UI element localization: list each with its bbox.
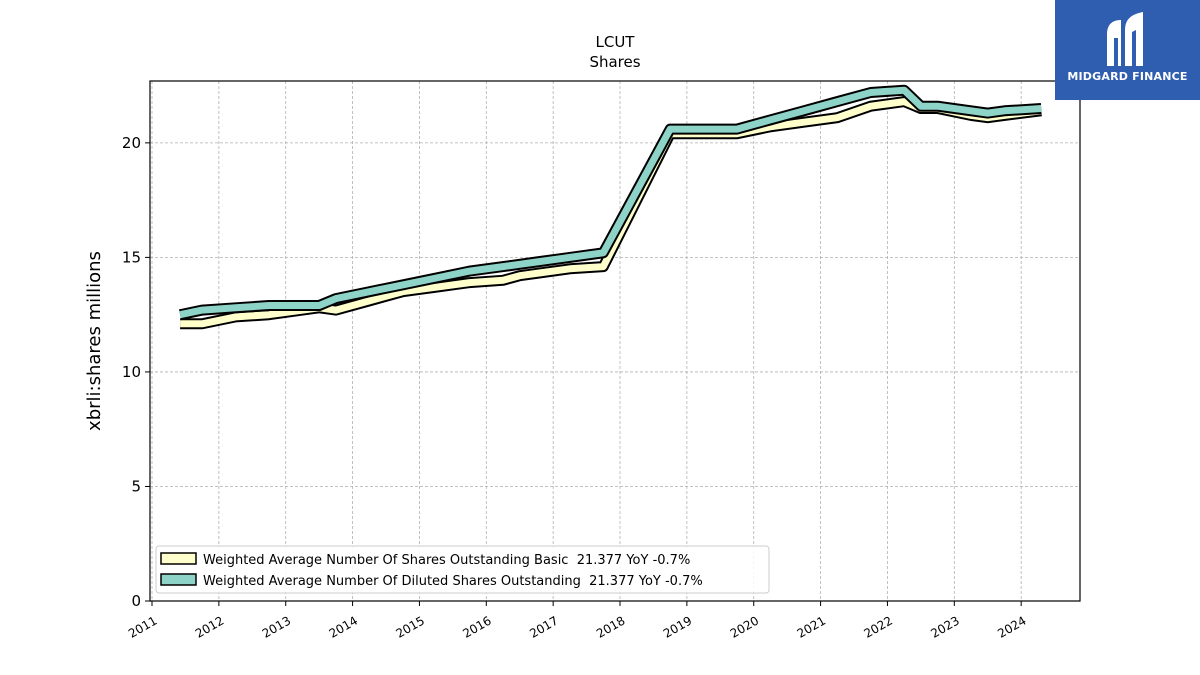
x-tick-label: 2019 xyxy=(661,613,694,640)
legend: Weighted Average Number Of Shares Outsta… xyxy=(155,545,770,594)
y-tick-label: 15 xyxy=(122,248,141,266)
series-layer xyxy=(178,84,1042,330)
chart-subtitle: Shares xyxy=(589,53,640,71)
series-1-line xyxy=(179,86,1042,319)
brand-logo: MIDGARD FINANCE xyxy=(1055,0,1200,100)
logo-text: MIDGARD FINANCE xyxy=(1067,70,1188,83)
legend-label-basic: Weighted Average Number Of Shares Outsta… xyxy=(203,553,690,568)
legend-label-diluted: Weighted Average Number Of Diluted Share… xyxy=(203,574,703,589)
legend-swatch-diluted xyxy=(160,573,197,586)
x-tick-label: 2011 xyxy=(126,613,159,640)
y-axis-label: xbrli:shares millions xyxy=(84,251,105,431)
series-0-outline xyxy=(180,96,1042,330)
x-ticks: 2011 2012 2013 2014 2015 2016 2017 2018 2019 2020… xyxy=(126,601,1029,641)
y-ticks: 0 5 10 15 20 xyxy=(122,134,150,610)
y-tick-label: 0 xyxy=(131,592,141,610)
x-tick-label: 2015 xyxy=(393,613,426,640)
y-tick-label: 5 xyxy=(131,477,141,495)
series-0-line xyxy=(180,98,1042,328)
x-tick-label: 2017 xyxy=(527,613,560,640)
x-tick-label: 2014 xyxy=(327,613,360,640)
x-tick-label: 2013 xyxy=(260,613,293,640)
x-tick-label: 2023 xyxy=(928,613,961,640)
x-tick-label: 2021 xyxy=(795,613,828,640)
x-tick-label: 2012 xyxy=(193,613,226,640)
legend-box xyxy=(155,545,770,594)
midgard-logo-icon xyxy=(1107,12,1143,66)
x-tick-label: 2018 xyxy=(594,613,627,640)
x-tick-label: 2024 xyxy=(995,613,1028,640)
grid xyxy=(150,81,1080,601)
x-tick-label: 2016 xyxy=(460,613,493,640)
x-tick-label: 2020 xyxy=(728,613,761,640)
y-tick-label: 10 xyxy=(122,363,141,381)
y-tick-label: 20 xyxy=(122,134,141,152)
chart-title: LCUT xyxy=(596,33,636,51)
legend-swatch-basic xyxy=(160,552,197,565)
plot-frame xyxy=(149,80,1081,602)
x-tick-label: 2022 xyxy=(861,613,894,640)
series-1-outline xyxy=(178,84,1042,321)
